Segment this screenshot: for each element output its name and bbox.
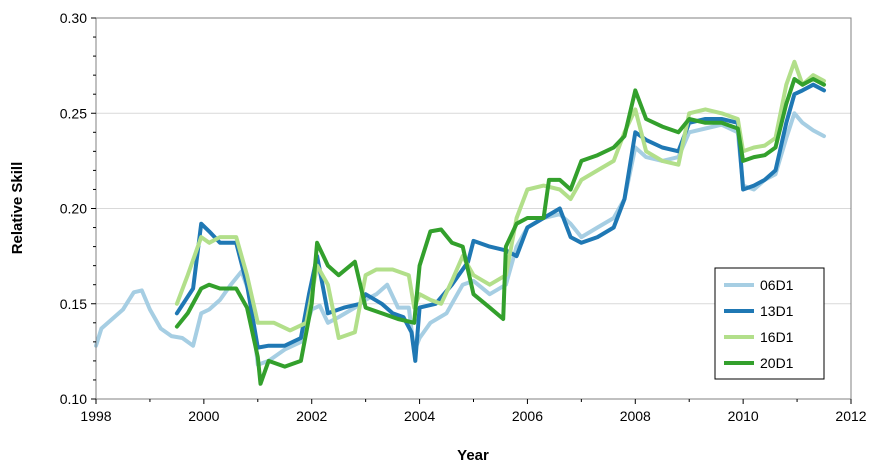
x-tick-label: 2012: [835, 408, 866, 424]
x-tick-label: 2006: [512, 408, 543, 424]
legend-label: 16D1: [760, 329, 794, 345]
legend-label: 06D1: [760, 277, 794, 293]
y-tick-label: 0.10: [60, 391, 87, 407]
series-line-20D1: [174, 77, 826, 386]
series-line-06D1: [94, 111, 826, 367]
x-axis-title: Year: [457, 447, 489, 463]
y-tick-label: 0.25: [60, 105, 87, 121]
y-tick-label: 0.30: [60, 10, 87, 26]
y-axis-ticks: 0.10 0.15 0.20 0.25 0.30: [60, 10, 96, 407]
legend-label: 13D1: [760, 303, 794, 319]
x-tick-label: 2000: [188, 408, 219, 424]
x-tick-label: 1998: [80, 408, 111, 424]
x-tick-label: 2010: [728, 408, 759, 424]
x-tick-label: 2002: [296, 408, 327, 424]
x-tick-label: 2004: [404, 408, 435, 424]
y-tick-label: 0.15: [60, 296, 87, 312]
legend: 06D1 13D1 16D1 20D1: [714, 267, 825, 380]
series-line-16D1: [174, 59, 826, 340]
series-layer: [94, 59, 826, 386]
x-tick-label: 2008: [620, 408, 651, 424]
y-tick-label: 0.20: [60, 201, 87, 217]
y-axis-title: Relative Skill: [9, 162, 26, 255]
x-axis-ticks: 1998 2000 2002 2004 2006 2008 2010 2012: [80, 399, 867, 424]
legend-label: 20D1: [760, 355, 794, 371]
